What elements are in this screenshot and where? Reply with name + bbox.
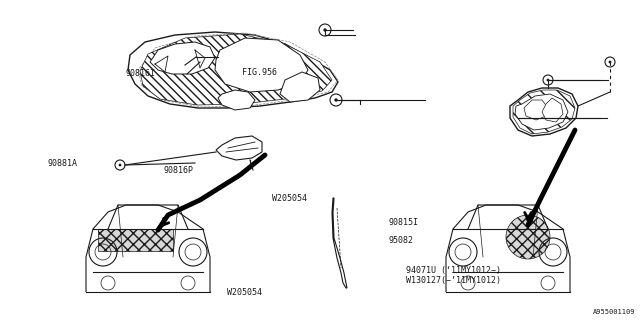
Circle shape bbox=[323, 28, 326, 32]
Text: W205054: W205054 bbox=[272, 194, 307, 203]
Text: 95082: 95082 bbox=[388, 236, 413, 245]
Polygon shape bbox=[215, 38, 308, 92]
Polygon shape bbox=[218, 90, 255, 110]
Circle shape bbox=[609, 60, 611, 63]
Polygon shape bbox=[515, 94, 568, 130]
Polygon shape bbox=[140, 34, 332, 105]
Text: W205054: W205054 bbox=[227, 288, 262, 297]
Text: 90816P: 90816P bbox=[163, 166, 193, 175]
Text: FIG.956: FIG.956 bbox=[242, 68, 277, 77]
Text: 90815I: 90815I bbox=[388, 218, 419, 227]
Circle shape bbox=[334, 98, 338, 102]
Bar bbox=[98, 229, 173, 251]
Circle shape bbox=[506, 215, 550, 259]
Polygon shape bbox=[280, 72, 320, 102]
Polygon shape bbox=[150, 42, 215, 74]
Polygon shape bbox=[513, 90, 575, 134]
Circle shape bbox=[118, 164, 122, 166]
Text: A955001109: A955001109 bbox=[593, 309, 635, 315]
Circle shape bbox=[547, 79, 549, 81]
Polygon shape bbox=[524, 100, 548, 120]
Text: W130127(−’11MY1012): W130127(−’11MY1012) bbox=[406, 276, 501, 285]
Polygon shape bbox=[542, 98, 563, 122]
Text: 90816I: 90816I bbox=[125, 69, 156, 78]
Text: 90881A: 90881A bbox=[48, 159, 78, 168]
Text: 94071U (‘11MY1012−): 94071U (‘11MY1012−) bbox=[406, 266, 501, 275]
